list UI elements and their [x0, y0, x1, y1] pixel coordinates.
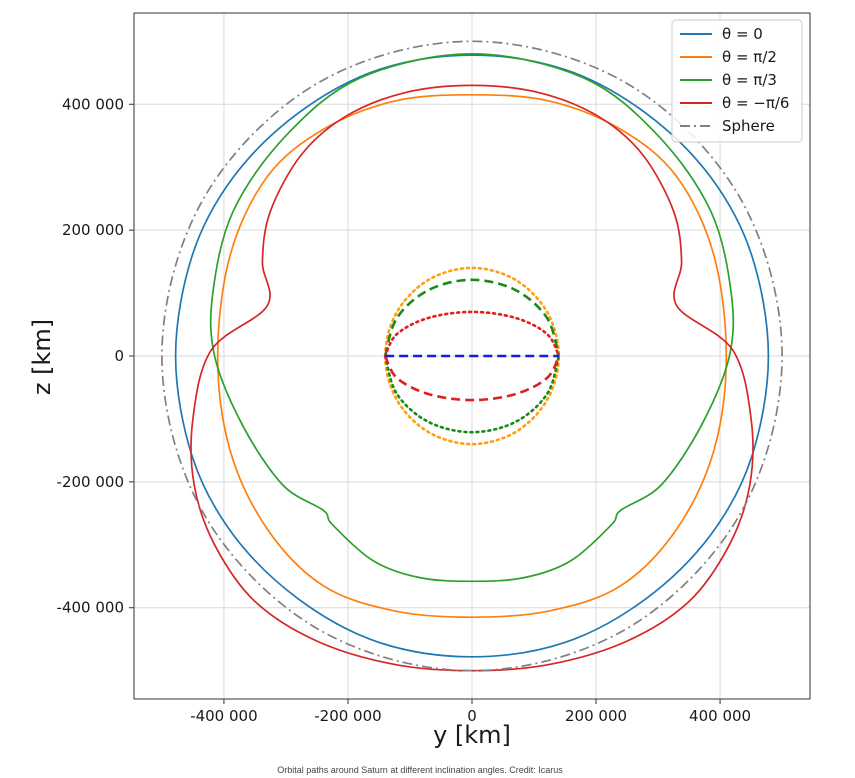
series-line-4: [161, 40, 783, 672]
series-line-0: [174, 54, 770, 658]
legend-label-3: θ = −π/6: [722, 94, 789, 112]
x-tick-label: -400 000: [190, 707, 257, 725]
inner-orbit-curve-2: [383, 354, 561, 434]
x-tick-label: 0: [467, 707, 477, 725]
series-line-3: [190, 84, 754, 672]
figure-caption: Orbital paths around Saturn at different…: [277, 765, 563, 775]
y-tick-label: -200 000: [57, 473, 124, 491]
y-tick-label: 200 000: [62, 221, 124, 239]
series-lines: [161, 40, 783, 672]
x-tick-label: 200 000: [565, 707, 627, 725]
legend-label-1: θ = π/2: [722, 48, 777, 66]
axis-ticks: -400 000 -200 000 0 200 000 400 000 400 000 20…: [57, 95, 752, 725]
legend-label-4: Sphere: [722, 117, 775, 135]
inner-orbit-curve-0: [383, 266, 561, 446]
y-axis-label: z [km]: [28, 319, 56, 395]
y-tick-label: 400 000: [62, 95, 124, 113]
y-tick-label: 0: [114, 347, 124, 365]
inner-orbit-curve-1: [383, 278, 561, 357]
x-tick-label: 400 000: [689, 707, 751, 725]
y-tick-label: -400 000: [57, 599, 124, 617]
x-axis-label: y [km]: [433, 721, 511, 749]
inner-orbit-curve-4: [384, 355, 560, 402]
inner-orbit-curve-3: [383, 310, 561, 358]
legend-label-2: θ = π/3: [722, 71, 777, 89]
x-tick-label: -200 000: [314, 707, 381, 725]
grid-lines: [134, 13, 810, 699]
legend-label-0: θ = 0: [722, 25, 763, 43]
series-line-2: [209, 53, 735, 583]
legend-box: [671, 19, 803, 143]
plot-frame: [133, 12, 811, 700]
legend: θ = 0 θ = π/2 θ = π/3 θ = −π/6 Sphere: [671, 19, 803, 143]
